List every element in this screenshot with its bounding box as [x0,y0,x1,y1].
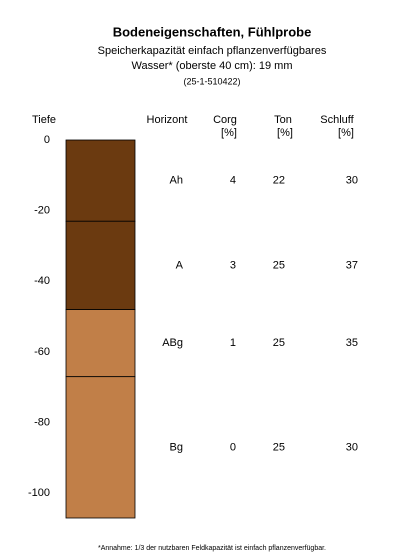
column-unit: [%] [338,127,354,139]
table-value: 1 [230,337,236,349]
horizon-name: A [176,259,184,271]
subtitle: Wasser* (oberste 40 cm): 19 mm [132,60,293,72]
footnote: *Annahme: 1/3 der nutzbaren Feldkapazitä… [98,545,326,552]
table-value: 3 [230,259,236,271]
horizon-layer [65,376,136,519]
horizon-layer [65,220,136,310]
horizon-layer [65,309,136,378]
y-axis-label: Tiefe [32,114,56,126]
table-value: 4 [230,175,236,187]
column-unit: [%] [221,127,237,139]
column-header: Horizont [147,114,188,126]
chart-title: Bodeneigenschaften, Fühlprobe [113,24,312,39]
table-value: 25 [273,259,285,271]
subtitle: Speicherkapazität einfach pflanzenverfüg… [98,45,327,57]
horizon-name: Ah [170,175,183,187]
table-value: 0 [230,441,236,453]
horizon-layer [65,139,136,222]
horizon-name: Bg [170,441,183,453]
table-value: 37 [346,259,358,271]
column-header: Ton [274,114,292,126]
horizon-name: ABg [162,337,183,349]
table-value: 30 [346,441,358,453]
table-value: 35 [346,337,358,349]
table-value: 25 [273,441,285,453]
subtitle: (25-1-510422) [183,76,240,86]
column-unit: [%] [277,127,293,139]
column-header: Corg [213,114,237,126]
table-value: 22 [273,175,285,187]
y-tick-label: -20 [34,205,50,217]
y-tick-label: 0 [44,134,50,146]
table-value: 25 [273,337,285,349]
table-value: 30 [346,175,358,187]
y-tick-label: -80 [34,417,50,429]
column-header: Schluff [320,114,354,126]
y-tick-label: -40 [34,275,50,287]
y-tick-label: -60 [34,346,50,358]
y-tick-label: -100 [28,487,50,499]
